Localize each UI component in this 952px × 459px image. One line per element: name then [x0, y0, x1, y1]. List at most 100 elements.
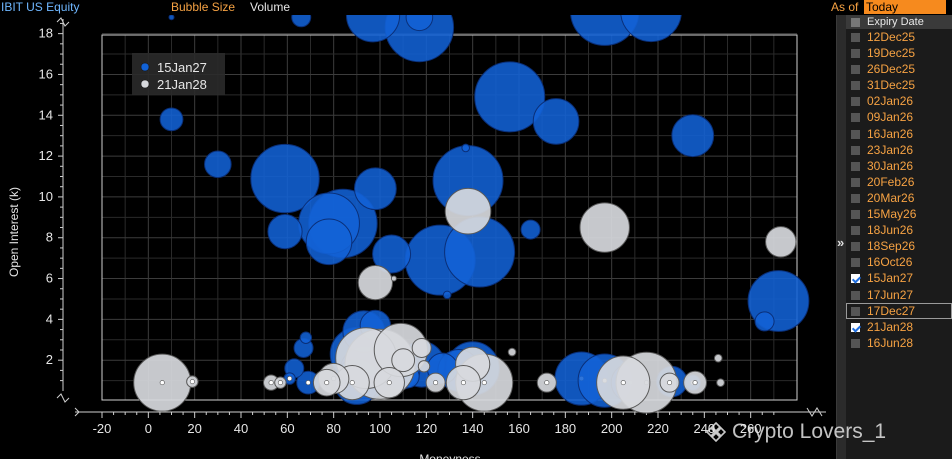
panel-expander[interactable]: »: [836, 15, 846, 459]
expiry-date-panel: Expiry Date 12Dec25 19Dec25 26Dec25 31Dec25…: [846, 15, 952, 459]
expiry-label: 02Jan26: [867, 94, 914, 109]
bubble-15Jan27[interactable]: [267, 214, 303, 250]
expiry-item[interactable]: 26Dec25: [846, 61, 952, 77]
x-tick-label: 160: [508, 421, 530, 436]
expiry-item[interactable]: 18Sep26: [846, 238, 952, 254]
x-tick-label: 60: [280, 421, 294, 436]
y-tick-label: 16: [39, 66, 53, 81]
bubble-15Jan27[interactable]: [353, 167, 397, 211]
expiry-item[interactable]: 17Dec27: [846, 302, 952, 319]
bubble-15Jan27[interactable]: [291, 15, 312, 28]
expiry-item[interactable]: 20Mar26: [846, 190, 952, 206]
y-axis-break: [56, 393, 70, 403]
expiry-item[interactable]: 16Jan26: [846, 126, 952, 142]
expiry-checkbox[interactable]: [851, 113, 860, 123]
expiry-list: 12Dec25 19Dec25 26Dec25 31Dec25 02Jan26 09Jan…: [846, 29, 952, 351]
expiry-checkbox[interactable]: [851, 65, 860, 75]
bubble-21Jan28[interactable]: [716, 378, 725, 387]
expiry-checkbox[interactable]: [851, 33, 860, 42]
bubble-15Jan27[interactable]: [204, 150, 232, 179]
bubble-15Jan27[interactable]: [168, 15, 175, 21]
select-all-checkbox[interactable]: [851, 18, 860, 27]
bubble-15Jan27[interactable]: [299, 331, 313, 344]
x-tick-label: 260: [740, 421, 762, 436]
expiry-checkbox[interactable]: [851, 242, 860, 252]
expiry-item[interactable]: 17Jun27: [846, 287, 952, 303]
expiry-checkbox[interactable]: [851, 290, 860, 300]
expiry-checkbox[interactable]: [851, 338, 860, 348]
bubble-15Jan27[interactable]: [520, 219, 541, 240]
expiry-label: 17Jun27: [867, 287, 914, 302]
expiry-checkbox[interactable]: [851, 193, 860, 203]
expiry-item[interactable]: 19Dec25: [846, 45, 952, 61]
expiry-checkbox[interactable]: [851, 322, 860, 332]
expiry-item[interactable]: 21Jan28: [846, 319, 952, 335]
expiry-checkbox[interactable]: [851, 258, 860, 268]
bubble-15Jan27[interactable]: [250, 143, 320, 214]
y-tick-label: 10: [39, 189, 53, 204]
bubble-21Jan28[interactable]: [444, 187, 492, 235]
expiry-checkbox[interactable]: [851, 129, 860, 139]
expiry-item[interactable]: 12Dec25: [846, 29, 952, 45]
expiry-item[interactable]: 23Jan26: [846, 142, 952, 158]
expiry-item[interactable]: 31Dec25: [846, 77, 952, 93]
x-tick-label: 100: [369, 421, 391, 436]
as-of-input[interactable]: Today: [864, 0, 946, 14]
expiry-date-header[interactable]: Expiry Date: [846, 15, 952, 29]
bubble-21Jan28[interactable]: [417, 360, 431, 373]
bubble-15Jan27[interactable]: [405, 15, 434, 32]
expand-chevron-icon[interactable]: »: [837, 235, 845, 250]
bubble-21Jan28[interactable]: [357, 265, 393, 301]
expiry-checkbox[interactable]: [851, 49, 860, 59]
bubble-15Jan27[interactable]: [442, 290, 452, 300]
bubble-15Jan27[interactable]: [620, 15, 682, 43]
expiry-item[interactable]: 16Jun28: [846, 335, 952, 351]
bubble-21Jan28[interactable]: [391, 348, 416, 373]
bubble-size-select[interactable]: Volume: [250, 0, 291, 14]
expiry-checkbox[interactable]: [851, 210, 860, 220]
expiry-item[interactable]: 09Jan26: [846, 109, 952, 125]
expiry-checkbox[interactable]: [851, 145, 860, 155]
expiry-item[interactable]: 02Jan26: [846, 93, 952, 109]
expiry-checkbox[interactable]: [851, 306, 860, 316]
bubble-15Jan27[interactable]: [372, 234, 412, 274]
expiry-checkbox[interactable]: [851, 81, 860, 91]
expiry-checkbox[interactable]: [851, 226, 860, 236]
security-ticker[interactable]: IBIT US Equity: [1, 0, 80, 14]
bubble-21Jan28[interactable]: [411, 337, 432, 358]
bubble-21Jan28[interactable]: [390, 275, 397, 282]
bubble-center-marker: [349, 380, 355, 386]
expiry-label: 26Dec25: [867, 62, 916, 77]
bubble-21Jan28[interactable]: [507, 347, 517, 357]
expiry-label: 17Dec27: [867, 303, 916, 318]
bubble-15Jan27[interactable]: [754, 311, 775, 332]
bubble-15Jan27[interactable]: [532, 98, 580, 145]
bubble-21Jan28[interactable]: [765, 226, 797, 258]
bubble-15Jan27[interactable]: [570, 15, 640, 46]
expiry-item[interactable]: 30Jan26: [846, 158, 952, 174]
bubble-plot-area[interactable]: [133, 15, 810, 414]
expiry-checkbox[interactable]: [851, 177, 860, 187]
expiry-item[interactable]: 15Jan27: [846, 270, 952, 286]
bubble-21Jan28[interactable]: [713, 353, 723, 363]
expiry-checkbox[interactable]: [851, 97, 860, 107]
expiry-checkbox[interactable]: [851, 274, 860, 284]
bubble-15Jan27[interactable]: [461, 143, 471, 153]
bubble-15Jan27[interactable]: [474, 61, 546, 133]
bubble-15Jan27[interactable]: [671, 114, 715, 158]
bubble-21Jan28[interactable]: [579, 202, 630, 253]
chart-axes: 2 4 6 8 10 12 14 16 18 Open Interest (k) -20 0 20 40 6…: [7, 17, 826, 459]
bubble-15Jan27[interactable]: [345, 15, 401, 43]
expiry-checkbox[interactable]: [851, 161, 860, 171]
expiry-item[interactable]: 18Jun26: [846, 222, 952, 238]
bubble-center-marker: [386, 380, 392, 386]
bubble-15Jan27[interactable]: [159, 107, 184, 132]
legend-label: 15Jan27: [157, 60, 207, 75]
expiry-item[interactable]: 16Oct26: [846, 254, 952, 270]
bubble-center-marker: [189, 379, 195, 385]
watermark-text: Crypto Lovers_1: [732, 420, 887, 443]
expiry-item[interactable]: 15May26: [846, 206, 952, 222]
bubble-15Jan27[interactable]: [305, 218, 353, 266]
expiry-item[interactable]: 20Feb26: [846, 174, 952, 190]
watermark: Crypto Lovers_1: [706, 420, 886, 444]
